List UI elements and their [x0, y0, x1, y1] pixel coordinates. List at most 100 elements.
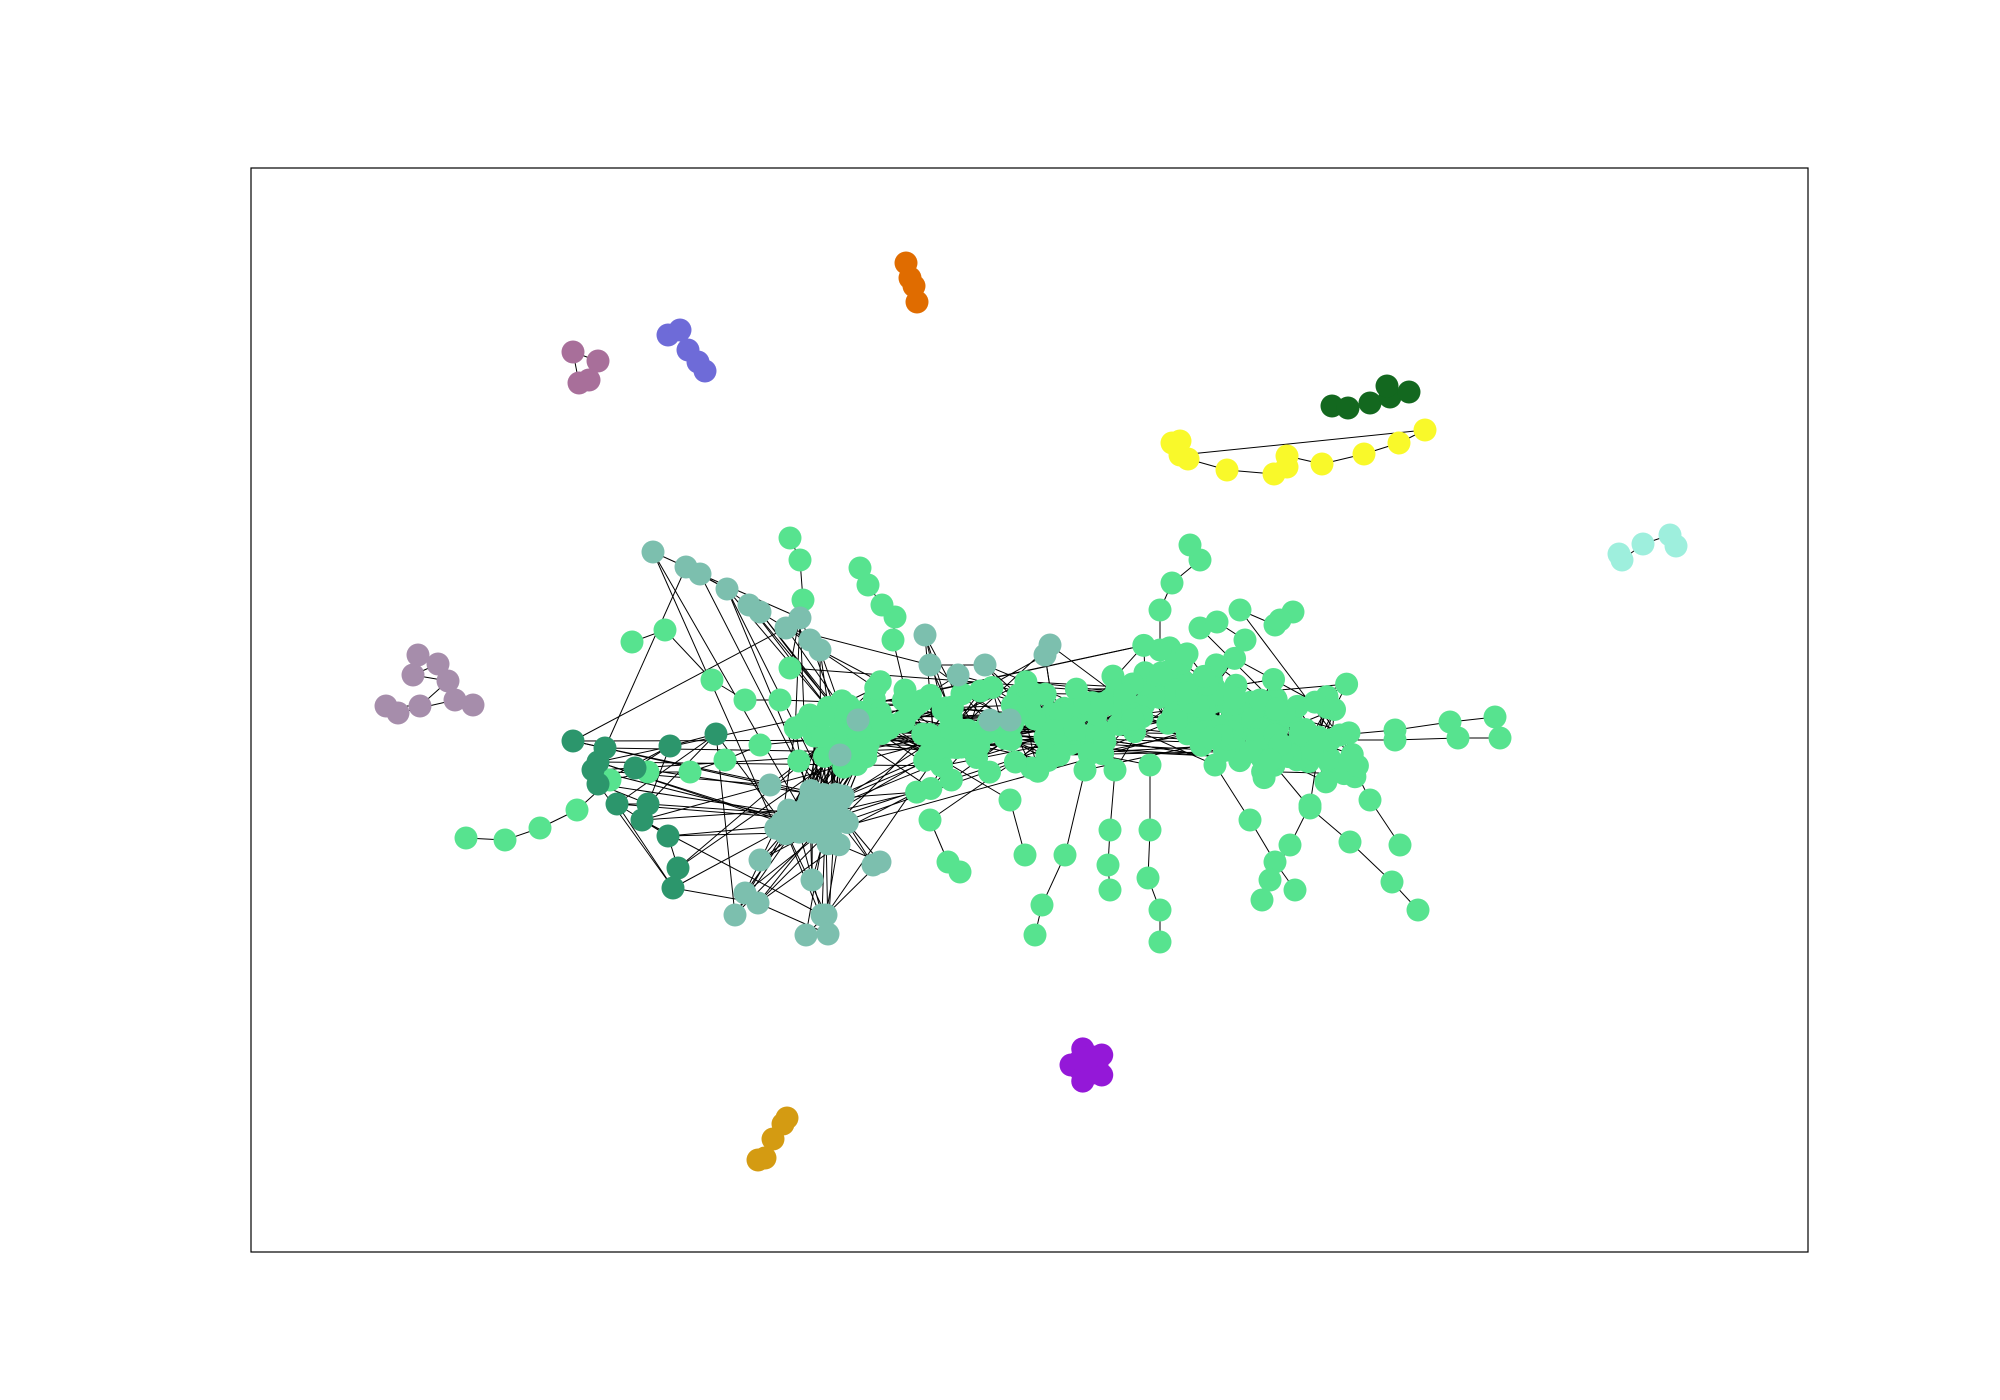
graph-node-giant [848, 556, 872, 580]
graph-node-giant [811, 724, 835, 748]
graph-node-community-teal [918, 653, 942, 677]
graph-node-giant [948, 860, 972, 884]
graph-node-isolated-yellow [1310, 452, 1334, 476]
graph-node-giant [783, 716, 807, 740]
graph-node-isolated-purple [1090, 1043, 1114, 1067]
graph-node-giant [1148, 898, 1172, 922]
graph-node-giant [1238, 808, 1262, 832]
graph-node-giant [1268, 608, 1292, 632]
graph-node-giant [1264, 697, 1288, 721]
graph-node-giant [1298, 793, 1322, 817]
graph-node-giant [1239, 740, 1263, 764]
graph-node-isolated-lilac [426, 652, 450, 676]
node-layer [374, 251, 1688, 1172]
graph-node-giant [733, 688, 757, 712]
graph-node-giant [1047, 743, 1071, 767]
graph-node-giant [998, 788, 1022, 812]
graph-edge [604, 566, 687, 749]
graph-node-giant [1203, 753, 1227, 777]
graph-node-giant [1228, 598, 1252, 622]
graph-node-isolated-mauve [586, 349, 610, 373]
graph-node-community-dark-green [630, 808, 654, 832]
graph-node-isolated-orange [905, 290, 929, 314]
graph-node-giant [748, 733, 772, 757]
graph-edge [592, 769, 797, 822]
graph-node-community-dark-green [656, 824, 680, 848]
graph-node-community-dark-green [561, 729, 585, 753]
graph-node-giant [881, 628, 905, 652]
graph-node-giant [1314, 770, 1338, 794]
graph-edge [616, 803, 674, 889]
graph-node-community-teal [715, 577, 739, 601]
graph-node-isolated-lilac [401, 663, 425, 687]
graph-node-community-teal [723, 903, 747, 927]
graph-node-giant [1323, 697, 1347, 721]
graph-node-giant [1148, 598, 1172, 622]
graph-node-giant [787, 749, 811, 773]
graph-node-community-teal [641, 540, 665, 564]
graph-edge [757, 902, 829, 935]
graph-node-giant [1030, 893, 1054, 917]
graph-node-community-teal [978, 708, 1002, 732]
graph-node-giant [713, 748, 737, 772]
graph-node-giant [1113, 682, 1137, 706]
graph-node-giant [1335, 672, 1359, 696]
graph-node-giant [870, 593, 894, 617]
graph-node-giant [1223, 686, 1247, 710]
graph-node-giant [678, 760, 702, 784]
graph-edge [616, 733, 717, 805]
graph-node-giant [1258, 748, 1282, 772]
graph-node-isolated-lilac [386, 701, 410, 725]
graph-node-giant [905, 780, 929, 804]
graph-node-isolated-blue [668, 318, 692, 342]
graph-node-isolated-mint [1610, 548, 1634, 572]
graph-node-giant [1175, 681, 1199, 705]
graph-node-giant [1026, 759, 1050, 783]
graph-node-giant [1090, 692, 1114, 716]
graph-node-giant [1278, 833, 1302, 857]
graph-node-giant [791, 588, 815, 612]
graph-node-giant [1446, 726, 1470, 750]
graph-node-giant [978, 760, 1002, 784]
graph-node-isolated-yellow [1275, 444, 1299, 468]
graph-node-giant [939, 705, 963, 729]
plot-frame [250, 167, 1809, 1253]
graph-node-giant [1093, 729, 1117, 753]
graph-node-giant [1063, 717, 1087, 741]
graph-node-isolated-lilac [443, 688, 467, 712]
graph-node-giant [1358, 788, 1382, 812]
graph-node-community-teal [1038, 633, 1062, 657]
graph-node-isolated-lilac [436, 669, 460, 693]
graph-node-isolated-forest [1336, 396, 1360, 420]
graph-node-giant [1303, 690, 1327, 714]
graph-node-giant [1148, 930, 1172, 954]
graph-node-isolated-gold [761, 1127, 785, 1151]
graph-edge [597, 783, 806, 817]
graph-node-giant [454, 826, 478, 850]
graph-node-giant [1148, 638, 1172, 662]
graph-node-community-teal [946, 663, 970, 687]
graph-node-giant [1198, 726, 1222, 750]
graph-node-giant [1073, 758, 1097, 782]
graph-node-isolated-mauve [567, 371, 591, 395]
graph-edge [647, 803, 800, 816]
graph-node-giant [1205, 610, 1229, 634]
graph-node-community-dark-green [704, 722, 728, 746]
graph-node-giant [864, 676, 888, 700]
graph-node-giant [700, 668, 724, 692]
graph-node-giant [1250, 888, 1274, 912]
graph-node-giant [1033, 682, 1057, 706]
graph-node-giant [1338, 748, 1362, 772]
graph-node-giant [1149, 661, 1173, 685]
graph-node-giant [1488, 726, 1512, 750]
graph-node-isolated-yellow [1413, 418, 1437, 442]
graph-node-giant [918, 683, 942, 707]
graph-node-isolated-yellow [1215, 458, 1239, 482]
graph-node-giant [1223, 646, 1247, 670]
graph-node-giant [1003, 750, 1027, 774]
graph-node-giant [1258, 868, 1282, 892]
graph-node-giant [1388, 833, 1412, 857]
graph-edge [652, 551, 803, 812]
graph-edge [604, 747, 824, 795]
